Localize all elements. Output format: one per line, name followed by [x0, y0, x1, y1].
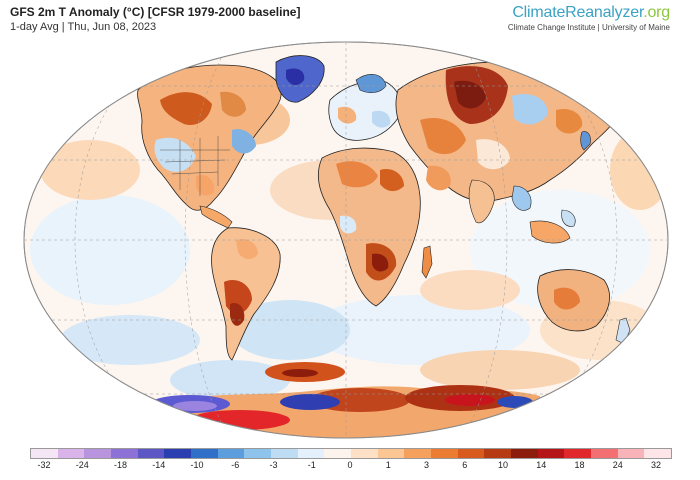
- map-globe: [23, 41, 669, 439]
- legend-tick-label: -1: [307, 460, 316, 470]
- legend-swatch: [431, 449, 458, 458]
- legend-swatch: [564, 449, 592, 458]
- europe: [328, 74, 402, 141]
- graticule: [24, 42, 668, 438]
- asia: [395, 61, 619, 244]
- legend-tick-label: -10: [190, 460, 204, 470]
- map-title: GFS 2m T Anomaly (°C) [CFSR 1979-2000 ba…: [10, 5, 301, 19]
- legend-tick-label: 10: [497, 460, 509, 470]
- legend-tick-label: 24: [612, 460, 623, 470]
- brand-name-main: ClimateReanalyzer: [512, 4, 644, 21]
- legend-swatch: [644, 449, 672, 458]
- legend-swatch: [324, 449, 352, 458]
- legend-tick-label: 6: [462, 460, 468, 470]
- north-america: [137, 64, 282, 211]
- legend-swatch: [537, 449, 565, 458]
- legend-swatch: [511, 449, 538, 458]
- legend-swatch: [457, 449, 485, 458]
- legend-swatch: [244, 449, 272, 458]
- color-legend: [30, 448, 672, 459]
- brand-logo[interactable]: ClimateReanalyzer.org Climate Change Ins…: [508, 4, 670, 32]
- legend-tick-label: -6: [231, 460, 240, 470]
- legend-tick-label: 1: [385, 460, 391, 470]
- legend-swatch: [404, 449, 432, 458]
- legend-swatch: [57, 449, 85, 458]
- legend-swatch: [377, 449, 405, 458]
- legend-tick-label: -32: [37, 460, 51, 470]
- legend-swatch: [191, 449, 218, 458]
- legend-swatch: [111, 449, 138, 458]
- antarctica: [150, 362, 540, 438]
- australia: [537, 269, 631, 345]
- legend-swatch: [351, 449, 378, 458]
- brand-name-tld: .org: [643, 4, 670, 21]
- legend-swatch: [297, 449, 325, 458]
- legend-swatch: [484, 449, 512, 458]
- color-legend-labels: -32 -24 -18 -14 -10 -6 -3 -1 0 1 3 6 10 14 18 24 32: [0, 460, 700, 474]
- legend-swatch: [31, 449, 58, 458]
- legend-tick-label: -24: [75, 460, 89, 470]
- legend-swatch: [617, 449, 645, 458]
- legend-tick-label: 3: [423, 460, 430, 470]
- legend-swatch: [591, 449, 618, 458]
- africa: [317, 147, 433, 307]
- brand-name: ClimateReanalyzer.org: [508, 4, 670, 22]
- legend-swatch: [164, 449, 192, 458]
- legend-swatch: [271, 449, 298, 458]
- legend-tick-label: 32: [650, 460, 662, 470]
- legend-tick-label: -18: [113, 460, 128, 470]
- legend-tick-label: 0: [347, 460, 353, 470]
- legend-tick-label: -3: [269, 460, 278, 470]
- map-subtitle: 1-day Avg | Thu, Jun 08, 2023: [10, 21, 157, 33]
- legend-swatch: [217, 449, 245, 458]
- legend-tick-label: -14: [152, 460, 166, 470]
- legend-swatch: [137, 449, 165, 458]
- brand-affiliation: Climate Change Institute | University of…: [507, 23, 670, 32]
- legend-swatch: [84, 449, 112, 458]
- legend-tick-label: 18: [574, 460, 585, 470]
- legend-tick-label: 14: [536, 460, 547, 470]
- south-america: [199, 205, 281, 361]
